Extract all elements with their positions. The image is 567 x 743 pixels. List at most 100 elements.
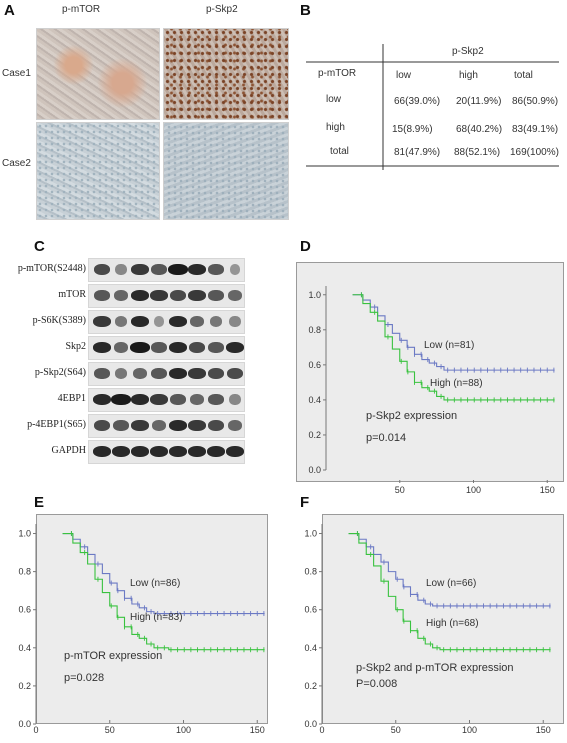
ihc-image-case2-p-mtor (36, 122, 160, 220)
blot-band (169, 290, 187, 301)
blot-band (168, 264, 188, 275)
col-header-p-skp2: p-Skp2 (206, 4, 238, 15)
km-plot-e: 0.0 0.2 0.4 0.6 0.8 1.0 0 50 100 150 (18, 524, 265, 735)
table-cell: 66(39.0%) (394, 96, 441, 107)
blot-band (225, 342, 244, 353)
blot-band (94, 368, 110, 379)
x-tick-label: 150 (540, 485, 555, 495)
blot-band (170, 394, 186, 405)
blot-band (228, 420, 242, 431)
table-col-low: low (396, 70, 412, 81)
blot-band (229, 264, 241, 275)
blot-strip (88, 414, 245, 438)
blot-strip (88, 440, 245, 464)
blot-band (130, 316, 150, 327)
table-cell: 68(40.2%) (456, 124, 503, 135)
table-row-label-total: total (330, 146, 349, 157)
blot-band (111, 394, 131, 405)
blot-band (208, 264, 224, 275)
km-curve (348, 532, 551, 607)
blot-band (168, 420, 188, 431)
blot-band (114, 290, 128, 301)
km-curve (62, 532, 265, 651)
blot-band (226, 368, 244, 379)
km-high-label-d: High (n=88) (430, 378, 483, 389)
blot-band (93, 316, 111, 327)
table-row-header: p-mTOR (318, 68, 357, 79)
km-curve (352, 294, 555, 371)
blot-label: mTOR (58, 289, 86, 300)
km-high-label-e: High (n=83) (130, 612, 183, 623)
blot-band (168, 342, 188, 353)
blot-band (207, 420, 225, 431)
blot-label: p-S6K(S389) (32, 315, 86, 326)
km-pvalue-e: p=0.028 (64, 672, 105, 684)
x-tick-label: 100 (466, 485, 481, 495)
y-tick-label: 0.6 (304, 605, 317, 615)
ihc-image-case1-p-mtor (36, 28, 160, 120)
y-tick-label: 0.8 (304, 567, 317, 577)
blot-band (92, 394, 112, 405)
blot-band (130, 394, 150, 405)
y-tick-label: 0.4 (18, 643, 31, 653)
km-note-e: p-mTOR expression (64, 650, 163, 662)
km-note-d: p-Skp2 expression (366, 410, 458, 422)
y-tick-label: 0.2 (18, 681, 31, 691)
blot-band (168, 316, 188, 327)
table-cell: 81(47.9%) (394, 147, 441, 158)
blot-band (93, 264, 111, 275)
panel-label-c: C (34, 238, 45, 255)
blot-band (111, 446, 131, 457)
blot-band (190, 394, 204, 405)
x-tick-label: 0 (33, 725, 38, 735)
blot-band (187, 264, 207, 275)
row-header-case1: Case1 (2, 68, 31, 79)
blot-strip (88, 336, 245, 360)
y-tick-label: 0.2 (308, 430, 321, 440)
km-curve (352, 294, 555, 401)
y-tick-label: 0.8 (308, 325, 321, 335)
blot-band (168, 368, 188, 379)
blot-band (187, 446, 207, 457)
blot-band (208, 342, 224, 353)
table-col-high: high (459, 70, 478, 81)
table-cell: 20(11.9%) (456, 96, 502, 107)
blot-band (207, 368, 225, 379)
blot-band (208, 394, 224, 405)
blot-band (188, 368, 206, 379)
y-tick-label: 0.0 (308, 465, 321, 475)
blot-strip (88, 310, 245, 334)
table-cell: 86(50.9%) (512, 96, 559, 107)
ihc-image-case1-p-skp2 (163, 28, 289, 120)
y-tick-label: 0.6 (308, 360, 321, 370)
km-curve (62, 532, 265, 615)
table-row-label-low: low (326, 94, 342, 105)
x-tick-label: 50 (105, 725, 115, 735)
blot-band (188, 420, 206, 431)
km-pvalue-d: p=0.014 (366, 432, 407, 444)
ihc-image-case2-p-skp2 (163, 122, 289, 220)
table-row-label-high: high (326, 122, 345, 133)
blot-band (150, 394, 168, 405)
x-tick-label: 100 (462, 725, 477, 735)
blot-label: p-Skp2(S64) (34, 367, 86, 378)
blot-band (149, 446, 169, 457)
blot-band (94, 290, 110, 301)
blot-band (114, 316, 128, 327)
row-header-case2: Case2 (2, 158, 31, 169)
blot-strip (88, 362, 245, 386)
km-low-label-e: Low (n=86) (130, 578, 181, 589)
x-tick-label: 50 (395, 485, 405, 495)
panel-label-d: D (300, 238, 311, 255)
x-tick-label: 150 (250, 725, 265, 735)
blot-band (114, 342, 128, 353)
y-tick-label: 0.2 (304, 681, 317, 691)
y-tick-label: 0.4 (308, 395, 321, 405)
blot-band (131, 264, 149, 275)
table-rules (306, 44, 559, 170)
blot-band (130, 342, 150, 353)
blot-band (209, 316, 223, 327)
col-header-p-mtor: p-mTOR (62, 4, 101, 15)
blot-band (92, 446, 112, 457)
table-cell: 83(49.1%) (512, 124, 559, 135)
